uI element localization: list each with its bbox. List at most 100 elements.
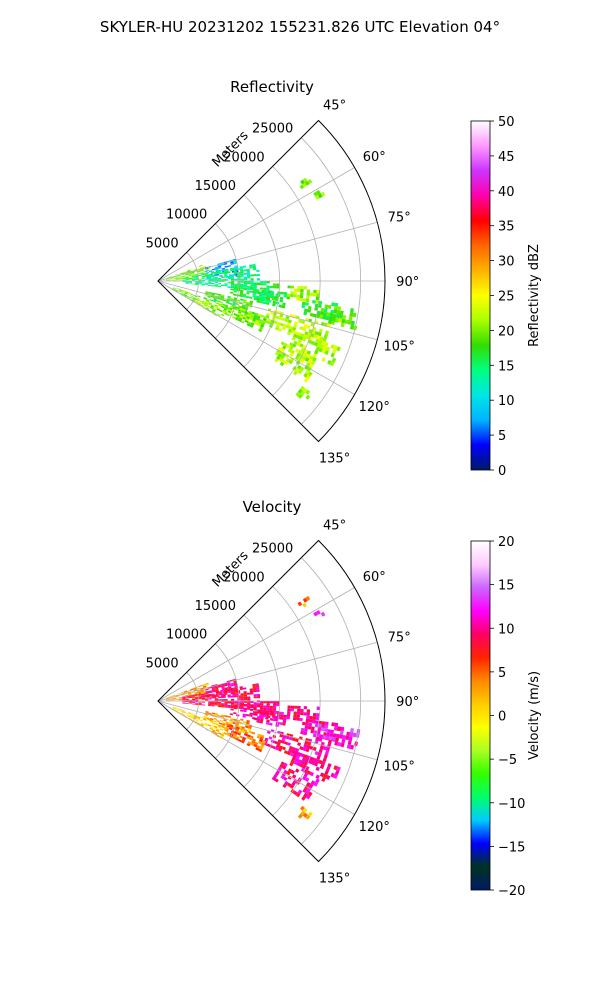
- echo-cell: [174, 273, 178, 276]
- echo-cell: [233, 707, 238, 710]
- echo-cell: [198, 703, 202, 705]
- echo-cell: [270, 713, 275, 716]
- echo-cell: [327, 739, 332, 745]
- echo-cell: [282, 746, 286, 751]
- echo-cell: [305, 595, 311, 601]
- echo-cell: [302, 298, 307, 302]
- echo-cell: [195, 701, 199, 703]
- echo-cell: [247, 281, 251, 283]
- echo-cell: [318, 720, 323, 725]
- echo-cell: [293, 370, 298, 376]
- echo-cell: [347, 740, 352, 745]
- echo-cell: [191, 695, 195, 697]
- echo-cell: [256, 720, 260, 723]
- echo-cell: [320, 308, 325, 312]
- echo-cell: [201, 696, 205, 698]
- echo-cell: [191, 272, 195, 274]
- echo-cell: [199, 264, 203, 267]
- echo-cell: [208, 302, 212, 305]
- echo-cell: [348, 736, 353, 741]
- echo-cell: [335, 317, 340, 322]
- echo-cell: [316, 293, 320, 297]
- echo-cell: [252, 318, 256, 322]
- echo-cell: [211, 293, 215, 296]
- echo-cell: [276, 703, 280, 707]
- echo-cell: [185, 283, 189, 284]
- echo-cell: [200, 716, 204, 719]
- echo-cell: [221, 703, 225, 705]
- echo-cell: [273, 296, 277, 299]
- echo-cell: [278, 316, 283, 321]
- echo-cell: [300, 390, 306, 396]
- echo-cell: [247, 698, 251, 701]
- echo-cell: [218, 279, 222, 281]
- echo-cell: [306, 295, 310, 299]
- echo-cell: [260, 714, 265, 717]
- echo-cell: [223, 719, 227, 722]
- echo-cell: [172, 708, 176, 710]
- echo-cell: [230, 684, 235, 687]
- echo-cell: [307, 371, 313, 377]
- echo-cell: [339, 314, 343, 319]
- echo-cell: [273, 703, 277, 706]
- echo-cell: [269, 285, 273, 289]
- echo-cell: [234, 683, 238, 686]
- echo-cell: [213, 690, 218, 693]
- echo-cell: [224, 274, 228, 277]
- echo-cell: [213, 296, 218, 299]
- echo-cell: [294, 738, 299, 743]
- echo-cell: [275, 315, 280, 320]
- angle-tick-label: 45°: [323, 518, 346, 533]
- echo-cell: [277, 739, 282, 743]
- echo-cell: [263, 315, 268, 319]
- echo-cell: [194, 694, 199, 697]
- echo-cell: [333, 309, 338, 314]
- echo-cell: [172, 707, 176, 710]
- echo-cell: [245, 714, 250, 717]
- echo-cell: [286, 344, 291, 349]
- colorbar-tick-label: 5: [498, 666, 506, 681]
- echo-cell: [302, 301, 306, 306]
- echo-cell: [229, 291, 234, 294]
- echo-cell: [304, 725, 309, 729]
- echo-cell: [316, 335, 321, 340]
- echo-cell: [221, 276, 225, 278]
- echo-cell: [265, 722, 270, 725]
- echo-cell: [196, 717, 200, 720]
- echo-cell: [280, 291, 284, 295]
- echo-cell: [249, 266, 253, 269]
- echo-cell: [179, 699, 183, 700]
- echo-cell: [282, 722, 286, 726]
- echo-cell: [230, 278, 235, 281]
- range-tick-label: 20000: [223, 150, 264, 165]
- echo-cell: [221, 305, 225, 309]
- echo-cell: [213, 299, 217, 302]
- echo-cell: [324, 721, 329, 726]
- echo-cell: [202, 684, 206, 687]
- echo-cell: [215, 723, 219, 726]
- echo-cell: [247, 312, 252, 316]
- echo-cell: [270, 290, 275, 294]
- echo-cell: [320, 191, 326, 197]
- echo-cell: [304, 331, 309, 336]
- echo-cell: [250, 286, 254, 289]
- echo-cell: [223, 691, 228, 694]
- echo-cell: [244, 305, 249, 309]
- echo-cell: [197, 716, 201, 719]
- echo-cell: [201, 694, 205, 697]
- echo-cell: [260, 283, 264, 286]
- echo-cell: [211, 704, 215, 706]
- echo-cell: [286, 782, 292, 788]
- echo-cell: [224, 687, 229, 690]
- echo-cell: [303, 372, 308, 378]
- echo-cell: [200, 304, 204, 307]
- echo-cell: [312, 353, 317, 358]
- colorbar-tick-label: −10: [498, 797, 525, 812]
- echo-cell: [300, 805, 305, 811]
- echo-cell: [188, 701, 192, 703]
- echo-cell: [258, 328, 263, 333]
- echo-cell: [172, 287, 176, 289]
- echo-cell: [330, 361, 335, 367]
- echo-cell: [252, 265, 256, 269]
- echo-cell: [212, 308, 217, 311]
